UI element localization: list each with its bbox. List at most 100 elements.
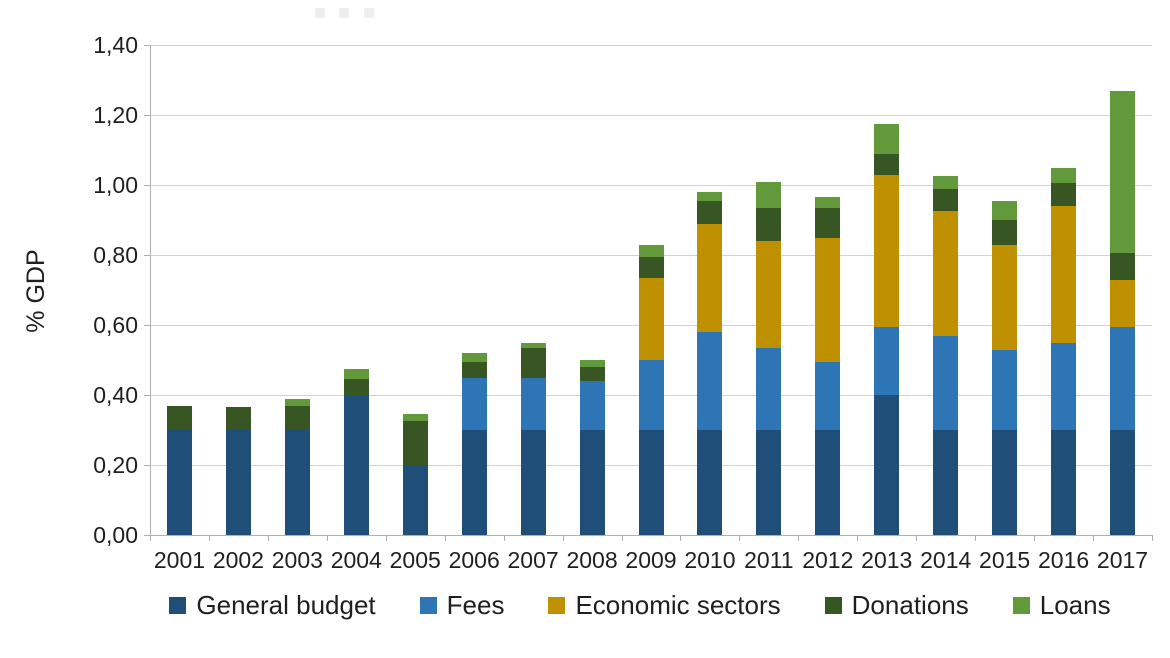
y-axis-tick-label: 1,40 — [93, 32, 138, 58]
bar-segment-economic-sectors-2013 — [874, 174, 900, 327]
bar-segment-loans-2004 — [343, 368, 369, 380]
bar-segment-fees-2009 — [638, 360, 664, 430]
legend-item-economic-sectors: Economic sectors — [548, 590, 781, 621]
legend-label: Fees — [446, 590, 505, 620]
bar-segment-donations-2017 — [1110, 253, 1136, 280]
bar-segment-general-budget-2015 — [992, 430, 1018, 535]
bar-segment-loans-2011 — [756, 181, 782, 208]
bar-segment-loans-2013 — [874, 123, 900, 154]
y-axis-tick-label: 0,40 — [93, 382, 138, 408]
gridline — [150, 115, 1152, 116]
legend-label: Economic sectors — [575, 590, 781, 620]
bar-segment-loans-2015 — [992, 200, 1018, 220]
gridline — [150, 45, 1152, 46]
bar-segment-economic-sectors-2017 — [1110, 279, 1136, 327]
gridline — [150, 185, 1152, 186]
bar-segment-loans-2003 — [284, 398, 310, 406]
x-axis-tick-label: 2008 — [566, 547, 618, 573]
x-axis-tick — [680, 535, 682, 541]
bar-segment-general-budget-2007 — [520, 430, 546, 535]
y-axis-tick — [144, 45, 150, 46]
bar-segment-general-budget-2011 — [756, 430, 782, 535]
bar-segment-donations-2002 — [225, 407, 251, 430]
y-axis-tick-label: 0,20 — [93, 452, 138, 478]
bar-segment-general-budget-2012 — [815, 430, 841, 535]
bar-segment-fees-2006 — [461, 377, 487, 430]
y-axis-tick — [144, 115, 150, 116]
bar-segment-donations-2011 — [756, 207, 782, 241]
x-axis-tick — [326, 535, 328, 541]
bar-segment-general-budget-2008 — [579, 430, 605, 535]
x-axis-tick — [857, 535, 859, 541]
bar-segment-general-budget-2009 — [638, 430, 664, 535]
legend-label: Loans — [1039, 590, 1111, 620]
bar-segment-fees-2011 — [756, 347, 782, 430]
legend-item-loans: Loans — [1012, 590, 1111, 621]
bar-segment-fees-2015 — [992, 349, 1018, 430]
x-axis-tick-label: 2010 — [684, 547, 736, 573]
bar-segment-fees-2008 — [579, 381, 605, 430]
watermark-square-icon — [315, 8, 325, 18]
bar-segment-economic-sectors-2012 — [815, 237, 841, 362]
x-axis-tick-label: 2001 — [153, 547, 206, 573]
bar-segment-loans-2017 — [1110, 90, 1136, 254]
bar-segment-donations-2016 — [1051, 183, 1077, 206]
legend-label: Donations — [851, 590, 969, 620]
bar-segment-economic-sectors-2014 — [933, 211, 959, 336]
x-axis-tick-label: 2014 — [920, 547, 972, 573]
x-axis-tick-label: 2016 — [1037, 547, 1090, 573]
legend-swatch-icon — [1012, 597, 1030, 614]
bar-segment-loans-2014 — [933, 176, 959, 189]
legend-swatch-icon — [824, 597, 842, 614]
bar-segment-fees-2013 — [874, 326, 900, 395]
bar-segment-donations-2003 — [284, 405, 310, 430]
y-axis-tick — [144, 255, 150, 256]
legend: General budget Fees Economic sectors Donati… — [55, 590, 1170, 621]
bar-segment-general-budget-2005 — [402, 465, 428, 535]
x-axis-tick-label: 2007 — [507, 547, 559, 573]
y-axis-tick-label: 0,60 — [93, 312, 138, 338]
bar-segment-general-budget-2017 — [1110, 430, 1136, 535]
bar-segment-loans-2007 — [520, 342, 546, 348]
watermark-square-icon — [364, 8, 374, 18]
bar-segment-donations-2007 — [520, 347, 546, 378]
bar-segment-donations-2010 — [697, 200, 723, 224]
x-axis-tick-label: 2012 — [802, 547, 854, 573]
legend-swatch-icon — [548, 597, 566, 614]
legend-item-fees: Fees — [419, 590, 505, 621]
bar-segment-general-budget-2010 — [697, 430, 723, 535]
x-axis-tick-label: 2002 — [212, 547, 264, 573]
bar-segment-loans-2010 — [697, 192, 723, 201]
bar-segment-donations-2004 — [343, 379, 369, 395]
bar-segment-donations-2006 — [461, 361, 487, 378]
legend-swatch-icon — [419, 597, 437, 614]
bar-segment-general-budget-2004 — [343, 395, 369, 535]
bar-segment-general-budget-2003 — [284, 430, 310, 535]
x-axis-tick — [1152, 535, 1153, 541]
bar-segment-donations-2005 — [402, 421, 428, 465]
bar-segment-loans-2008 — [579, 360, 605, 367]
legend-item-donations: Donations — [824, 590, 969, 621]
bar-segment-donations-2008 — [579, 367, 605, 381]
x-axis-tick — [916, 535, 918, 541]
x-axis-line — [144, 535, 1152, 536]
x-axis-tick — [1093, 535, 1095, 541]
x-axis-tick-label: 2011 — [744, 547, 794, 573]
y-axis-tick-label: 1,00 — [93, 172, 138, 198]
bar-segment-fees-2014 — [933, 335, 959, 430]
legend-item-general-budget: General budget — [169, 590, 376, 621]
bar-segment-general-budget-2014 — [933, 430, 959, 535]
bar-segment-loans-2009 — [638, 244, 664, 257]
x-axis-tick — [150, 535, 151, 541]
x-axis-tick — [975, 535, 977, 541]
y-axis-tick-label: 0,80 — [93, 242, 138, 268]
bar-segment-donations-2014 — [933, 188, 959, 212]
bar-segment-loans-2016 — [1051, 167, 1077, 184]
bar-segment-general-budget-2001 — [166, 430, 192, 535]
x-axis-tick — [739, 535, 741, 541]
y-axis-line — [150, 45, 151, 535]
x-axis-tick — [621, 535, 623, 541]
bar-segment-donations-2012 — [815, 207, 841, 238]
bar-segment-fees-2017 — [1110, 326, 1136, 430]
